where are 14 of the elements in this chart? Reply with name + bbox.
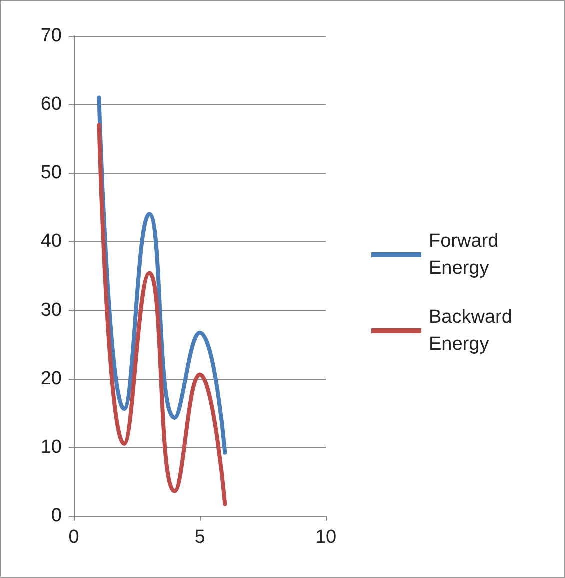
y-tick-label: 20 — [40, 368, 62, 390]
y-tick-label: 10 — [40, 436, 62, 458]
y-tick-label: 30 — [40, 300, 62, 321]
x-tick-label: 0 — [68, 527, 80, 548]
legend-label: Backward Energy — [429, 307, 518, 355]
y-tick-label: 40 — [40, 231, 62, 252]
line-series — [97, 123, 228, 506]
y-tick-label: 60 — [40, 94, 62, 116]
x-tick-label: 5 — [194, 527, 206, 548]
legend-label: Forward Energy — [429, 231, 504, 279]
y-tick-label: 50 — [40, 162, 62, 184]
y-tick-label: 70 — [40, 26, 62, 46]
y-tick-label: 0 — [51, 506, 62, 526]
x-tick-label: 10 — [315, 527, 337, 548]
